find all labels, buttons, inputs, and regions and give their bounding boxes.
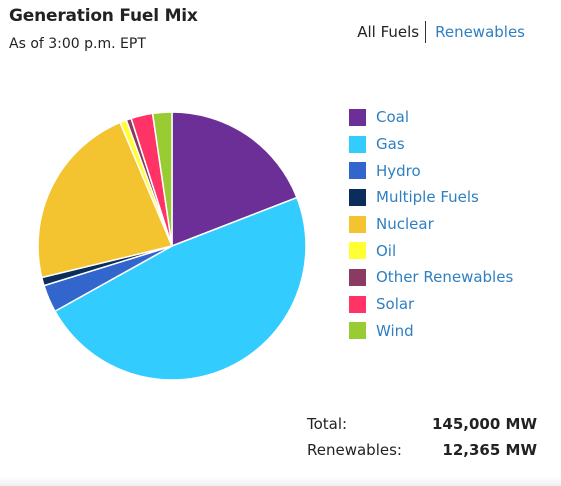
- widget-title: Generation Fuel Mix: [9, 6, 198, 26]
- pie-slice-nuclear[interactable]: [37, 121, 173, 279]
- chart-legend: Coal Gas Hydro Multiple Fuels Nuclear Oil Othe…: [349, 104, 513, 344]
- legend-label: Gas: [376, 135, 405, 154]
- legend-label: Multiple Fuels: [376, 188, 479, 207]
- legend-label: Solar: [376, 295, 415, 314]
- pie-slice-wind[interactable]: [151, 111, 173, 247]
- legend-swatch: [349, 242, 366, 260]
- legend-item-oil[interactable]: Oil: [349, 237, 513, 264]
- pie-slice-gas[interactable]: [54, 196, 307, 381]
- legend-swatch: [349, 322, 366, 340]
- fuel-mix-pie-chart: [37, 111, 307, 381]
- legend-swatch: [349, 188, 366, 206]
- legend-label: Hydro: [376, 161, 421, 180]
- legend-label: Oil: [376, 241, 397, 260]
- total-label: Total:: [307, 415, 348, 433]
- legend-item-gas[interactable]: Gas: [349, 131, 513, 158]
- legend-item-solar[interactable]: Solar: [349, 291, 513, 318]
- pie-slice-coal[interactable]: [171, 111, 298, 247]
- legend-item-coal[interactable]: Coal: [349, 104, 513, 131]
- legend-item-multiple-fuels[interactable]: Multiple Fuels: [349, 184, 513, 211]
- legend-swatch: [349, 108, 366, 126]
- legend-swatch: [349, 295, 366, 313]
- totals-panel: Total: 145,000 MW Renewables: 12,365 MW: [307, 411, 537, 463]
- renewables-row: Renewables: 12,365 MW: [307, 437, 537, 463]
- legend-swatch: [349, 268, 366, 286]
- renewables-value: 12,365 MW: [442, 441, 537, 459]
- legend-swatch: [349, 135, 366, 153]
- total-row: Total: 145,000 MW: [307, 411, 537, 437]
- legend-item-wind[interactable]: Wind: [349, 318, 513, 345]
- bottom-shadow: [0, 476, 561, 486]
- legend-label: Nuclear: [376, 215, 434, 234]
- toggle-divider: [425, 21, 427, 43]
- legend-swatch: [349, 162, 366, 180]
- widget-subtitle: As of 3:00 p.m. EPT: [9, 36, 146, 52]
- legend-item-nuclear[interactable]: Nuclear: [349, 211, 513, 238]
- legend-swatch: [349, 215, 366, 233]
- total-value: 145,000 MW: [431, 415, 537, 433]
- legend-label: Wind: [376, 321, 414, 340]
- legend-item-other-renewables[interactable]: Other Renewables: [349, 264, 513, 291]
- fuel-filter-toggle: All Fuels Renewables: [357, 21, 525, 43]
- all-fuels-tab[interactable]: All Fuels: [357, 23, 420, 41]
- legend-label: Coal: [376, 108, 410, 127]
- legend-item-hydro[interactable]: Hydro: [349, 157, 513, 184]
- renewables-tab[interactable]: Renewables: [435, 23, 525, 41]
- legend-label: Other Renewables: [376, 268, 514, 287]
- renewables-label: Renewables:: [307, 441, 402, 459]
